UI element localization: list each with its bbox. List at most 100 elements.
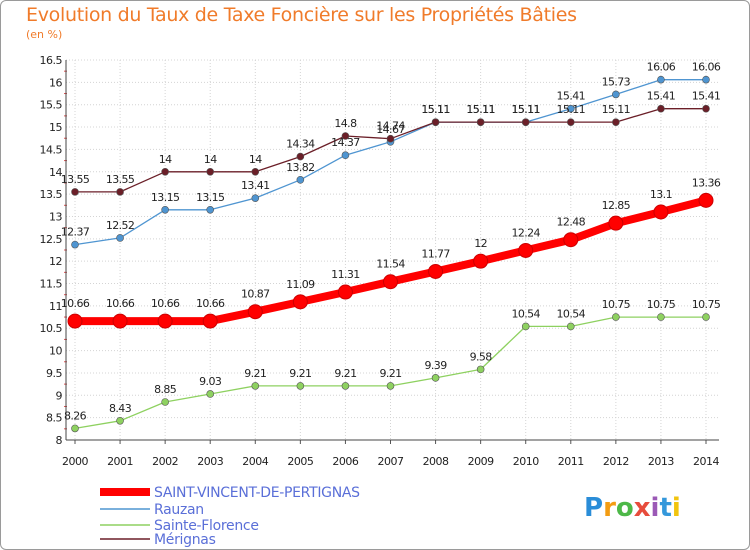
data-point: [566, 118, 575, 126]
data-label: 10.54: [511, 307, 540, 320]
data-label: 14.34: [286, 138, 315, 151]
data-point: [71, 240, 79, 249]
data-point: [341, 151, 350, 160]
y-tick-label: 10: [49, 345, 62, 358]
x-tick-label: 2004: [242, 455, 268, 468]
data-label: 10.75: [602, 298, 631, 311]
data-label: 11.54: [376, 258, 405, 271]
data-label: 11.77: [421, 247, 450, 260]
data-point: [157, 313, 173, 329]
logo-letter: i: [672, 493, 681, 523]
y-tick-label: 12.5: [40, 233, 63, 246]
y-tick-label: 13: [49, 210, 62, 223]
y-tick-label: 11.5: [40, 278, 63, 291]
x-tick-label: 2002: [152, 455, 178, 468]
y-tick-label: 13.5: [40, 188, 63, 201]
data-point: [337, 284, 353, 300]
data-label: 9.39: [425, 359, 448, 372]
y-tick-label: 16: [49, 76, 62, 89]
y-tick-label: 9: [56, 389, 63, 402]
data-label: 11.31: [331, 268, 360, 281]
data-point: [702, 104, 710, 113]
y-tick-label: 10.5: [40, 322, 63, 335]
data-point: [296, 176, 305, 184]
logo-letter: i: [651, 493, 660, 523]
data-point: [518, 242, 534, 258]
legend-label: Rauzan: [154, 502, 204, 518]
data-label: 10.75: [692, 298, 721, 311]
data-point: [251, 167, 260, 176]
chart-title: Evolution du Taux de Taxe Foncière sur l…: [26, 4, 577, 26]
data-label: 9.58: [470, 350, 493, 363]
data-point: [202, 313, 218, 329]
x-tick-label: 2001: [107, 455, 133, 468]
data-label: 15.11: [511, 103, 540, 116]
data-point: [657, 104, 665, 113]
data-label: 12.48: [557, 216, 586, 229]
data-point: [608, 215, 624, 231]
data-point: [206, 167, 215, 176]
data-label: 15.11: [421, 103, 450, 116]
data-point: [206, 205, 215, 214]
data-point: [476, 118, 485, 126]
data-label: 15.11: [466, 103, 495, 116]
data-label: 10.75: [647, 298, 676, 311]
x-tick-label: 2012: [603, 455, 629, 468]
data-label: 13.36: [692, 176, 721, 189]
data-point: [386, 134, 395, 143]
data-label: 15.11: [557, 103, 586, 116]
y-tick-label: 15: [49, 121, 62, 134]
data-point: [71, 424, 79, 433]
data-label: 14.74: [376, 120, 405, 133]
data-label: 12.52: [106, 219, 135, 232]
y-tick-label: 12: [49, 255, 62, 268]
x-tick-label: 2014: [693, 455, 719, 468]
logo-letter: o: [616, 493, 634, 523]
legend-label: Mérignas: [154, 532, 216, 548]
y-tick-label: 14.5: [40, 143, 63, 156]
logo-letter: P: [584, 493, 603, 523]
data-label: 14.8: [334, 117, 357, 130]
data-label: 8.43: [109, 402, 132, 415]
data-point: [341, 382, 350, 390]
data-point: [521, 322, 530, 331]
data-label: 10.87: [241, 288, 270, 301]
logo-text: Proxiti: [584, 493, 681, 523]
legend-label: Sainte-Florence: [154, 518, 259, 534]
data-label: 13.15: [151, 191, 180, 204]
data-point: [251, 194, 260, 202]
data-point: [341, 132, 350, 140]
data-label: 10.66: [61, 297, 90, 310]
data-point: [206, 390, 215, 398]
plot-area: [66, 60, 719, 440]
proxiti-logo: Proxiti: [584, 493, 681, 523]
y-tick-label: 16.5: [40, 54, 63, 67]
data-point: [521, 118, 530, 126]
data-point: [296, 382, 305, 390]
data-point: [383, 274, 398, 290]
data-point: [702, 313, 710, 321]
data-point: [161, 167, 169, 176]
data-label: 8.26: [64, 409, 87, 422]
logo-letter: x: [634, 493, 651, 523]
data-label: 9.21: [379, 367, 401, 380]
data-point: [431, 374, 440, 382]
x-tick-label: 2010: [513, 455, 539, 468]
data-label: 11.09: [286, 278, 315, 291]
x-tick-label: 2011: [558, 455, 584, 468]
data-point: [612, 118, 620, 126]
chart-subtitle: (en %): [26, 28, 63, 41]
data-label: 14.67: [376, 123, 405, 136]
data-point: [657, 313, 665, 321]
data-label: 12.85: [602, 199, 631, 212]
data-point: [116, 416, 124, 425]
data-label: 14: [159, 153, 172, 166]
data-label: 15.11: [466, 103, 495, 116]
x-tick-label: 2009: [468, 455, 494, 468]
data-label: 10.66: [196, 297, 225, 310]
data-label: 13.1: [650, 188, 672, 201]
data-point: [563, 232, 579, 248]
data-label: 12.24: [511, 226, 540, 239]
data-label: 14: [204, 153, 217, 166]
data-point: [657, 75, 665, 84]
